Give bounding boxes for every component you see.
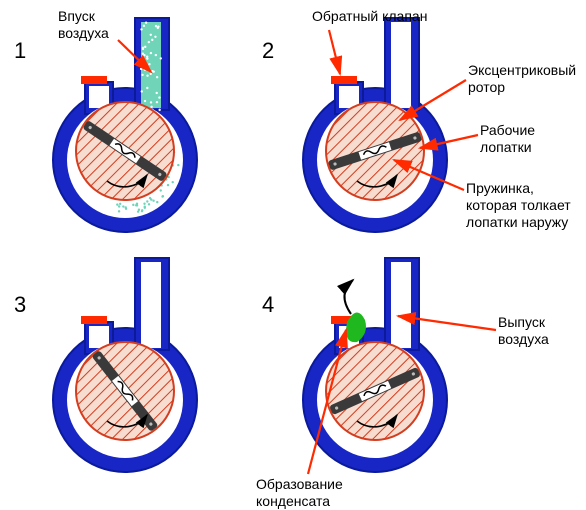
label-intake: Впусквоздуха [58,8,109,42]
label-exhaust: Выпусквоздуха [498,314,549,348]
label-check-valve: Обратный клапан [312,8,427,25]
label-spring: Пружинка,которая толкаетлопатки наружу [466,180,571,230]
panel-number-1: 1 [14,38,26,64]
label-blades: Рабочиелопатки [480,122,535,156]
panel-number-4: 4 [262,292,274,318]
arrow-checkValve [329,30,340,74]
pump-3 [53,258,197,472]
pump-1 [53,18,197,232]
pump-2 [303,18,447,232]
label-condensate: Образованиеконденсата [256,476,343,510]
label-ecc-rotor: Эксцентриковыйротор [468,62,576,96]
pump-4 [303,258,447,472]
diagram-root: 1 2 3 4 Впусквоздуха Обратный клапан Экс… [0,0,586,510]
panel-number-2: 2 [262,38,274,64]
panel-number-3: 3 [14,292,26,318]
